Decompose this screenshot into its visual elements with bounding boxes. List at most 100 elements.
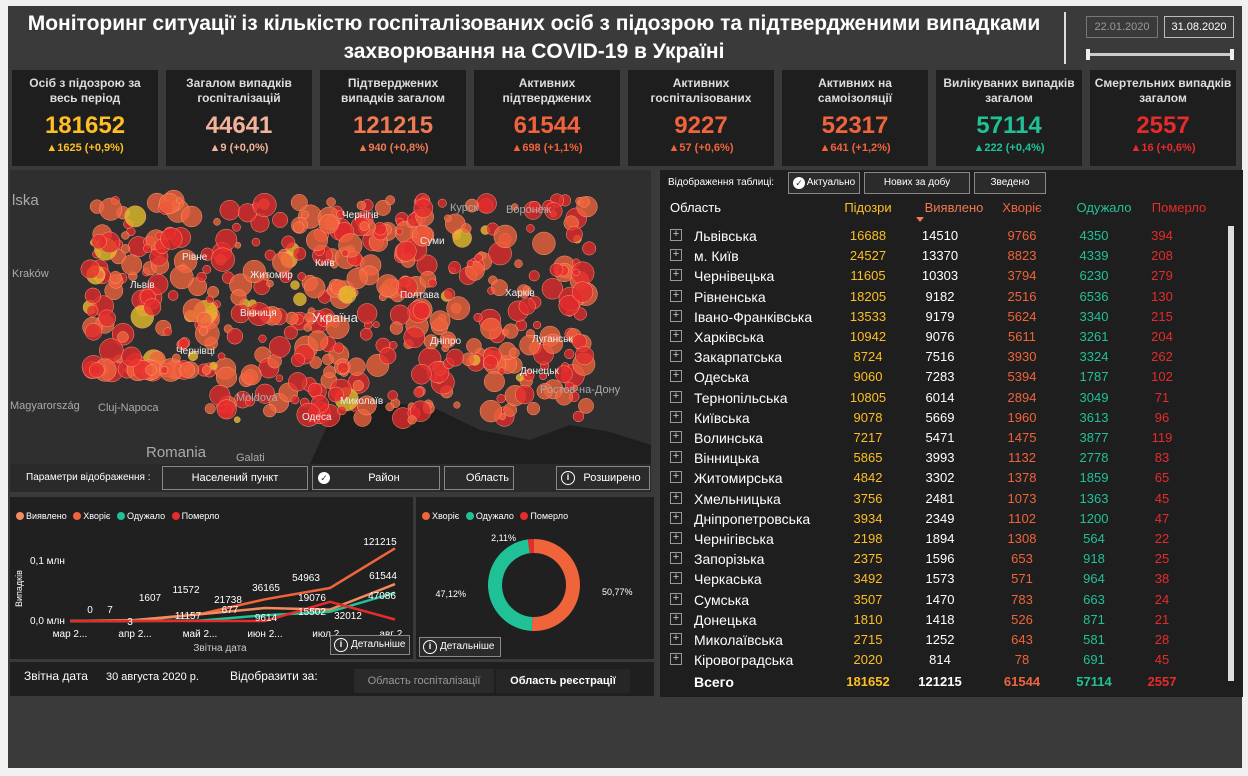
map-option-district-button[interactable]: ✓ Район — [312, 466, 440, 490]
map-bubble[interactable] — [522, 285, 532, 295]
map-bubble[interactable] — [304, 277, 326, 299]
map-bubble[interactable] — [230, 289, 247, 306]
map-bubble[interactable] — [89, 362, 105, 378]
map-bubble[interactable] — [176, 197, 183, 204]
map-bubble[interactable] — [453, 401, 461, 409]
map-bubble[interactable] — [356, 200, 366, 211]
table-summary-button[interactable]: Зведено — [974, 172, 1046, 194]
header-detected[interactable]: Виявлено — [924, 200, 984, 215]
expand-icon[interactable]: + — [670, 249, 682, 262]
map-bubble[interactable] — [196, 311, 213, 328]
map-bubble[interactable] — [226, 328, 244, 345]
map-bubble[interactable] — [121, 254, 143, 276]
map-bubble[interactable] — [572, 268, 580, 276]
expand-icon[interactable]: + — [670, 390, 682, 403]
map-bubble[interactable] — [528, 270, 540, 282]
table-row[interactable]: + Чернігівська 2198 1894 1308 564 22 — [670, 529, 1218, 549]
map-canvas[interactable] — [10, 170, 651, 464]
map-bubble[interactable] — [263, 404, 277, 418]
map-bubble[interactable] — [448, 261, 461, 274]
map-bubble[interactable] — [196, 271, 207, 283]
map-bubble[interactable] — [544, 202, 563, 220]
map-bubble[interactable] — [304, 312, 315, 322]
map-bubble[interactable] — [518, 297, 536, 315]
map-bubble[interactable] — [205, 295, 214, 304]
table-row[interactable]: + м. Київ 24527 13370 8823 4339 208 — [670, 246, 1218, 266]
map-bubble[interactable] — [412, 301, 431, 320]
map-bubble[interactable] — [290, 194, 308, 211]
map-bubble[interactable] — [409, 400, 432, 422]
map-bubble[interactable] — [202, 365, 212, 375]
map-bubble[interactable] — [213, 218, 221, 226]
map-bubble[interactable] — [376, 274, 400, 297]
map-bubble[interactable] — [427, 278, 437, 288]
map-bubble[interactable] — [443, 288, 456, 300]
table-row[interactable]: + Кіровоградська 2020 814 78 691 45 — [670, 650, 1218, 670]
expand-icon[interactable]: + — [670, 612, 682, 625]
map-bubble[interactable] — [143, 244, 152, 253]
donut-chart[interactable]: 50,77% 47,12% 2,11% — [416, 497, 654, 659]
header-sick[interactable]: Хворіє — [1002, 200, 1042, 215]
map-bubble[interactable] — [84, 287, 102, 304]
map-bubble[interactable] — [169, 265, 194, 290]
expand-icon[interactable]: + — [670, 653, 682, 666]
map-bubble[interactable] — [582, 241, 597, 256]
map-bubble[interactable] — [248, 309, 257, 318]
map-bubble[interactable] — [120, 244, 131, 254]
table-row[interactable]: + Чернівецька 11605 10303 3794 6230 279 — [670, 266, 1218, 286]
map-bubble[interactable] — [272, 251, 294, 274]
map-bubble[interactable] — [247, 302, 271, 326]
map-bubble[interactable] — [167, 290, 179, 301]
map-bubble[interactable] — [373, 222, 387, 236]
table-row[interactable]: + Донецька 1810 1418 526 871 21 — [670, 610, 1218, 630]
map-bubble[interactable] — [326, 197, 336, 207]
map-bubble[interactable] — [296, 402, 321, 427]
map-option-settlement-button[interactable]: Населений пункт — [162, 466, 308, 490]
map-bubble[interactable] — [389, 304, 411, 325]
map-bubble[interactable] — [147, 273, 169, 295]
tab-hospitalization-region[interactable]: Область госпіталізації — [354, 669, 494, 693]
map-bubble[interactable] — [306, 229, 328, 252]
header-recovered[interactable]: Одужало — [1076, 200, 1132, 215]
table-daily-button[interactable]: Нових за добу — [864, 172, 970, 194]
table-actual-button[interactable]: ✓ Актуально — [788, 172, 860, 194]
map-bubble[interactable] — [444, 214, 452, 223]
table-row[interactable]: + Дніпропетровська 3934 2349 1102 1200 47 — [670, 509, 1218, 529]
table-row[interactable]: + Закарпатська 8724 7516 3930 3324 262 — [670, 347, 1218, 367]
map-bubble[interactable] — [446, 296, 471, 321]
map-bubble[interactable] — [346, 268, 368, 289]
map-bubble[interactable] — [387, 390, 398, 401]
table-row[interactable]: + Хмельницька 3756 2481 1073 1363 45 — [670, 489, 1218, 509]
map-bubble[interactable] — [233, 416, 241, 424]
map-bubble[interactable] — [288, 372, 308, 392]
map-bubble[interactable] — [290, 395, 300, 405]
map-bubble[interactable] — [379, 347, 397, 365]
map-bubble[interactable] — [258, 334, 267, 343]
map-bubble[interactable] — [555, 387, 573, 406]
map-bubble[interactable] — [242, 259, 266, 284]
map-bubble[interactable] — [209, 361, 218, 371]
map-bubble[interactable] — [204, 403, 216, 415]
table-row[interactable]: + Харківська 10942 9076 5611 3261 204 — [670, 327, 1218, 347]
map-bubble[interactable] — [177, 338, 189, 350]
map-bubble[interactable] — [511, 203, 519, 211]
map-bubble[interactable] — [327, 386, 344, 403]
map-bubble[interactable] — [337, 361, 349, 374]
map-bubble[interactable] — [80, 259, 100, 279]
map-bubble[interactable] — [473, 312, 483, 322]
table-row[interactable]: + Запорізька 2375 1596 653 918 25 — [670, 549, 1218, 569]
map-bubble[interactable] — [145, 364, 158, 376]
map-bubble[interactable] — [385, 402, 395, 412]
map-bubble[interactable] — [356, 303, 378, 324]
map-bubble[interactable] — [255, 383, 275, 404]
map-bubble[interactable] — [423, 334, 439, 350]
map-bubble[interactable] — [219, 200, 240, 221]
map-bubble[interactable] — [564, 348, 575, 360]
map-bubble[interactable] — [375, 199, 391, 216]
map-bubble[interactable] — [216, 399, 237, 420]
expand-icon[interactable]: + — [670, 572, 682, 585]
map-bubble[interactable] — [479, 399, 503, 423]
table-row[interactable]: + Сумська 3507 1470 783 663 24 — [670, 590, 1218, 610]
map-bubble[interactable] — [217, 352, 226, 361]
table-row[interactable]: + Івано-Франківська 13533 9179 5624 3340 215 — [670, 307, 1218, 327]
